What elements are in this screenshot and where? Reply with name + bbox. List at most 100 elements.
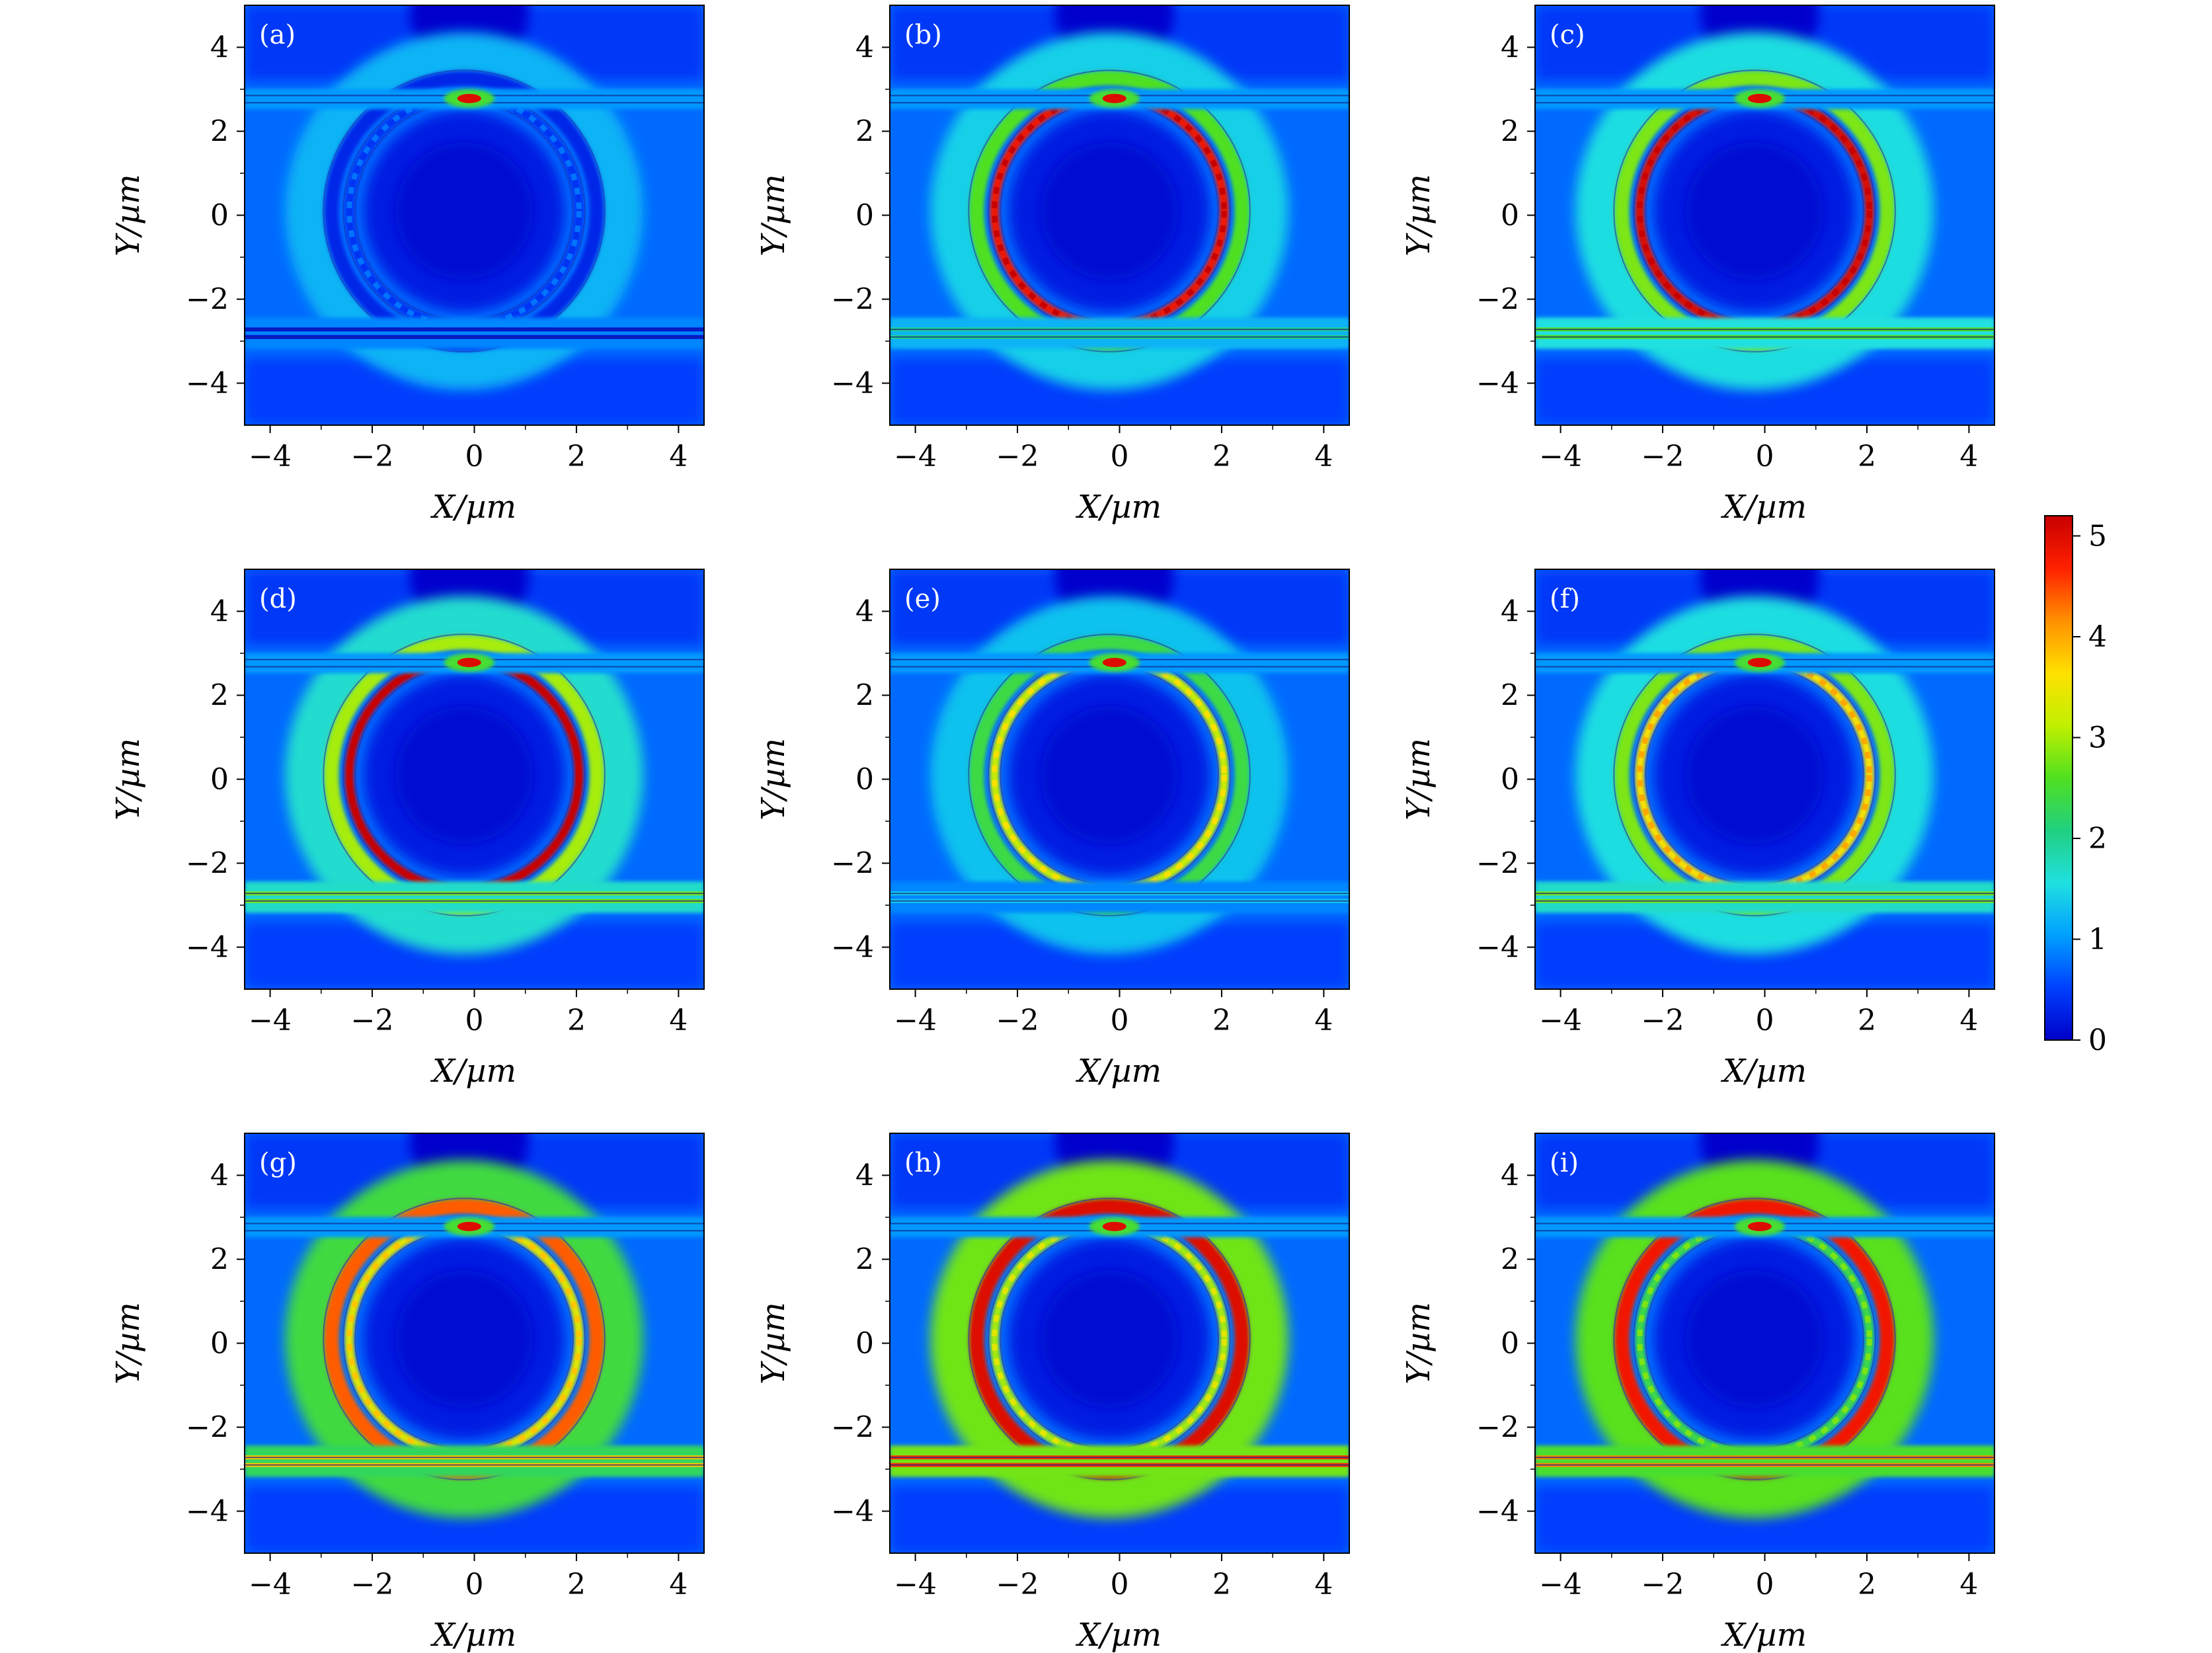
y-tick-label: 0	[210, 199, 229, 233]
panel-label: (i)	[1550, 1148, 1579, 1178]
y-tick-label: 0	[1501, 1327, 1519, 1361]
y-tick-label: −4	[831, 931, 874, 965]
panel-label: (f)	[1550, 584, 1580, 614]
x-tick-label: 2	[1858, 1568, 1876, 1601]
y-tick-label: −2	[1476, 283, 1519, 317]
x-tick-label: 2	[567, 1004, 586, 1037]
colorbar-gradient	[2044, 515, 2073, 1041]
x-tick-label: 0	[465, 1004, 484, 1037]
y-axis-label: Y/µm	[1400, 738, 1437, 821]
colorbar: 0 1 2 3 4 5	[2044, 515, 2107, 1057]
y-tick-label: 2	[1501, 115, 1519, 149]
panel-b: (b) −4 −2 0 2 4 4 2 0 −2 −4 X/µm Y/µm	[755, 5, 1350, 526]
x-tick-label: 4	[1314, 1004, 1333, 1037]
coupling-hotspot	[1747, 1221, 1772, 1231]
y-tick-label: 0	[855, 199, 874, 233]
x-tick-label: 4	[669, 440, 688, 473]
y-tick-label: −4	[186, 1495, 229, 1529]
field-map	[1535, 1133, 1995, 1553]
x-tick-label: 4	[1314, 440, 1333, 473]
x-axis-label: X/µm	[1075, 1617, 1162, 1653]
field-map	[890, 5, 1349, 425]
ring-core-center	[1041, 1270, 1178, 1408]
x-tick-label: 2	[1212, 440, 1231, 473]
x-axis-label: X/µm	[430, 1617, 516, 1653]
y-axis-label: Y/µm	[110, 738, 147, 821]
x-tick-label: 2	[1858, 1004, 1876, 1037]
y-tick-label: −4	[1476, 931, 1519, 965]
ring-outline	[968, 69, 1251, 352]
panel-e: (e) −4 −2 0 2 4 4 2 0 −2 −4 X/µm Y/µm	[755, 569, 1350, 1090]
x-tick-label: −4	[894, 1568, 937, 1601]
x-axis-label: X/µm	[430, 489, 516, 526]
y-axis-label: Y/µm	[755, 1302, 792, 1385]
y-tick-label: 2	[210, 1243, 229, 1277]
field-map	[245, 5, 704, 425]
x-tick-label: −4	[1539, 440, 1582, 473]
panel-label: (h)	[904, 1148, 942, 1178]
colorbar-tick-label: 3	[2088, 721, 2107, 755]
ring-core-center	[1686, 706, 1823, 844]
y-tick-label: −4	[186, 367, 229, 401]
x-tick-label: −2	[996, 440, 1039, 473]
y-axis-label: Y/µm	[110, 174, 147, 257]
colorbar-tick-label: 0	[2088, 1024, 2107, 1057]
ring-core-center	[395, 1270, 533, 1408]
x-tick-label: 2	[1212, 1568, 1231, 1601]
x-tick-label: 4	[669, 1004, 688, 1037]
x-tick-label: −4	[249, 1568, 292, 1601]
coupling-hotspot	[1102, 1221, 1126, 1231]
y-tick-label: 0	[855, 1327, 874, 1361]
field-map	[1535, 569, 1995, 989]
ring-core-center	[395, 142, 533, 280]
x-tick-label: 0	[1756, 1568, 1774, 1601]
colorbar-tick-label: 5	[2088, 520, 2107, 553]
ring-outline	[323, 1197, 606, 1480]
x-tick-label: −4	[249, 440, 292, 473]
panel-g: (g) −4 −2 0 2 4 4 2 0 −2 −4 X/µm Y/µm	[110, 1133, 705, 1653]
y-axis-label: Y/µm	[1400, 1302, 1437, 1385]
panel-f: (f) −4 −2 0 2 4 4 2 0 −2 −4 X/µm Y/µm	[1400, 569, 1995, 1090]
coupling-hotspot	[1102, 657, 1126, 667]
panel-label: (b)	[904, 20, 942, 50]
x-tick-label: 4	[1959, 1004, 1978, 1037]
x-tick-label: 0	[1756, 1004, 1774, 1037]
x-tick-label: 0	[1111, 1004, 1129, 1037]
x-tick-label: 2	[1212, 1004, 1231, 1037]
x-axis-label: X/µm	[1720, 1617, 1807, 1653]
y-axis-label: Y/µm	[1400, 174, 1437, 257]
field-map	[245, 1133, 704, 1553]
lower-waveguide-glow	[890, 1445, 1349, 1477]
panel-d: (d) −4 −2 0 2 4 4 2 0 −2 −4 X/µm Y/µm	[110, 569, 705, 1090]
field-map	[245, 569, 704, 989]
ring-glow	[1575, 32, 1934, 390]
panel-i: (i) −4 −2 0 2 4 4 2 0 −2 −4 X/µm Y/µm	[1400, 1133, 1995, 1653]
y-tick-label: 2	[855, 679, 874, 713]
x-tick-label: 2	[567, 1568, 586, 1601]
x-tick-label: 0	[465, 440, 484, 473]
ring-core-center	[1686, 142, 1823, 280]
x-tick-label: 4	[1314, 1568, 1333, 1601]
y-tick-label: −2	[1476, 1411, 1519, 1445]
colorbar-tick-label: 1	[2088, 923, 2107, 957]
ring-outline	[1613, 1197, 1896, 1480]
coupling-hotspot	[457, 1221, 481, 1231]
ring-core-center	[1041, 142, 1178, 280]
y-tick-label: 4	[855, 595, 874, 629]
panel-label: (d)	[259, 584, 297, 614]
coupling-hotspot	[1747, 657, 1772, 667]
x-tick-label: −2	[351, 1568, 394, 1601]
panel-h: (h) −4 −2 0 2 4 4 2 0 −2 −4 X/µm Y/µm	[755, 1133, 1350, 1653]
panel-a: (a) −4 −2 0 2 4 4 2 0 −2 −4 X/µm Y/µm	[110, 5, 705, 526]
y-tick-label: 4	[210, 31, 229, 65]
colorbar-tick-label: 4	[2088, 620, 2107, 654]
x-axis-label: X/µm	[1720, 489, 1807, 526]
y-axis-label: Y/µm	[110, 1302, 147, 1385]
x-tick-label: −4	[1539, 1568, 1582, 1601]
coupling-hotspot	[457, 657, 481, 667]
y-tick-label: 0	[210, 763, 229, 797]
x-tick-label: −2	[1641, 1004, 1684, 1037]
ring-glow	[1575, 1160, 1934, 1518]
panel-grid: (a) −4 −2 0 2 4 4 2 0 −2 −4 X/µm Y/µm (b) −4 −2 0 2 4 4 2 0 −2…	[110, 5, 1995, 1653]
x-tick-label: −4	[894, 1004, 937, 1037]
